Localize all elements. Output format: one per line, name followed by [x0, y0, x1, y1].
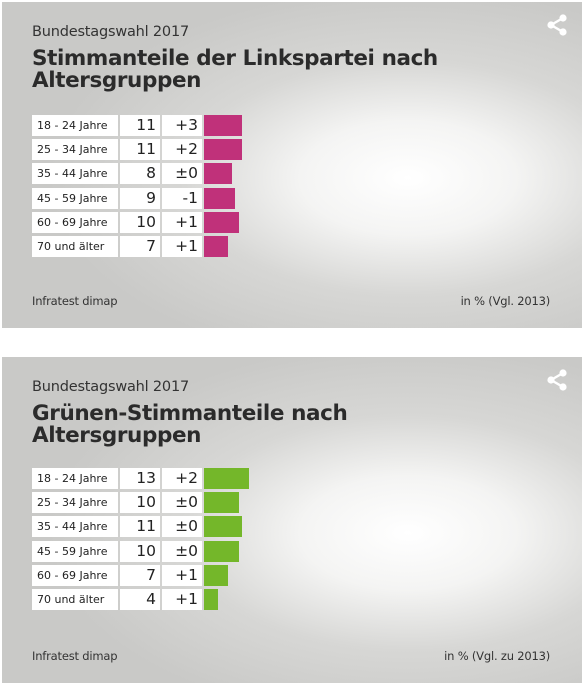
change-label: ±0: [162, 163, 202, 185]
bar-row: 25 - 34 Jahre 10 ±0: [32, 491, 332, 515]
change-label: +1: [162, 564, 202, 586]
value-label: 10: [120, 211, 160, 233]
bar: [204, 468, 249, 489]
chart-subtitle: Bundestagswahl 2017: [32, 379, 190, 395]
change-label: +2: [162, 139, 202, 161]
value-label: 8: [120, 163, 160, 185]
bar-rows: 18 - 24 Jahre 13 +2 25 - 34 Jahre 10 ±0 35 - 4…: [32, 467, 332, 612]
bar-row: 18 - 24 Jahre 13 +2: [32, 467, 332, 491]
bar-row: 45 - 59 Jahre 10 ±0: [32, 540, 332, 564]
change-label: ±0: [162, 492, 202, 514]
category-label: 70 und älter: [32, 235, 118, 257]
share-icon[interactable]: [546, 369, 568, 391]
category-label: 60 - 69 Jahre: [32, 564, 118, 586]
source-label: Infratest dimap: [32, 649, 118, 663]
change-label: -1: [162, 187, 202, 209]
value-label: 7: [120, 564, 160, 586]
value-label: 9: [120, 187, 160, 209]
value-label: 13: [120, 468, 160, 489]
change-label: +1: [162, 588, 202, 610]
change-label: ±0: [162, 516, 202, 538]
bar-row: 60 - 69 Jahre 7 +1: [32, 564, 332, 588]
bar-row: 45 - 59 Jahre 9 -1: [32, 187, 332, 211]
category-label: 18 - 24 Jahre: [32, 468, 118, 489]
category-label: 60 - 69 Jahre: [32, 211, 118, 233]
category-label: 70 und älter: [32, 588, 118, 610]
category-label: 25 - 34 Jahre: [32, 492, 118, 514]
change-label: +1: [162, 235, 202, 257]
category-label: 45 - 59 Jahre: [32, 540, 118, 562]
bar: [204, 187, 236, 209]
bar: [204, 163, 232, 185]
bar-row: 60 - 69 Jahre 10 +1: [32, 211, 332, 235]
value-label: 11: [120, 115, 160, 136]
category-label: 18 - 24 Jahre: [32, 115, 118, 136]
bar: [204, 540, 239, 562]
bar: [204, 211, 239, 233]
bar-row: 70 und älter 4 +1: [32, 588, 332, 612]
unit-note: in % (Vgl. zu 2013): [444, 649, 550, 663]
value-label: 4: [120, 588, 160, 610]
value-label: 11: [120, 139, 160, 161]
bar-row: 70 und älter 7 +1: [32, 235, 332, 259]
source-label: Infratest dimap: [32, 294, 118, 308]
share-icon[interactable]: [546, 14, 568, 36]
category-label: 45 - 59 Jahre: [32, 187, 118, 209]
category-label: 25 - 34 Jahre: [32, 139, 118, 161]
change-label: +1: [162, 211, 202, 233]
value-label: 10: [120, 492, 160, 514]
unit-note: in % (Vgl. 2013): [460, 294, 551, 308]
bar: [204, 492, 239, 514]
value-label: 10: [120, 540, 160, 562]
bar-rows: 18 - 24 Jahre 11 +3 25 - 34 Jahre 11 +2 35 - 4…: [32, 114, 332, 259]
bar: [204, 588, 218, 610]
bar: [204, 139, 242, 161]
bar: [204, 516, 242, 538]
category-label: 35 - 44 Jahre: [32, 516, 118, 538]
change-label: ±0: [162, 540, 202, 562]
change-label: +2: [162, 468, 202, 489]
change-label: +3: [162, 115, 202, 136]
category-label: 35 - 44 Jahre: [32, 163, 118, 185]
bar-row: 35 - 44 Jahre 11 ±0: [32, 515, 332, 539]
chart-subtitle: Bundestagswahl 2017: [32, 24, 190, 40]
value-label: 7: [120, 235, 160, 257]
value-label: 11: [120, 516, 160, 538]
bar: [204, 115, 242, 136]
bar-row: 18 - 24 Jahre 11 +3: [32, 114, 332, 138]
chart-title: Stimmanteile der Linkspartei nach Alters…: [32, 46, 438, 93]
chart-card-gruene: Bundestagswahl 2017 Grünen-Stimmanteile …: [2, 357, 582, 683]
bar: [204, 235, 229, 257]
chart-title: Grünen-Stimmanteile nach Altersgruppen: [32, 401, 348, 448]
bar-row: 25 - 34 Jahre 11 +2: [32, 138, 332, 162]
chart-card-linke: Bundestagswahl 2017 Stimmanteile der Lin…: [2, 2, 582, 328]
bar: [204, 564, 229, 586]
bar-row: 35 - 44 Jahre 8 ±0: [32, 162, 332, 186]
